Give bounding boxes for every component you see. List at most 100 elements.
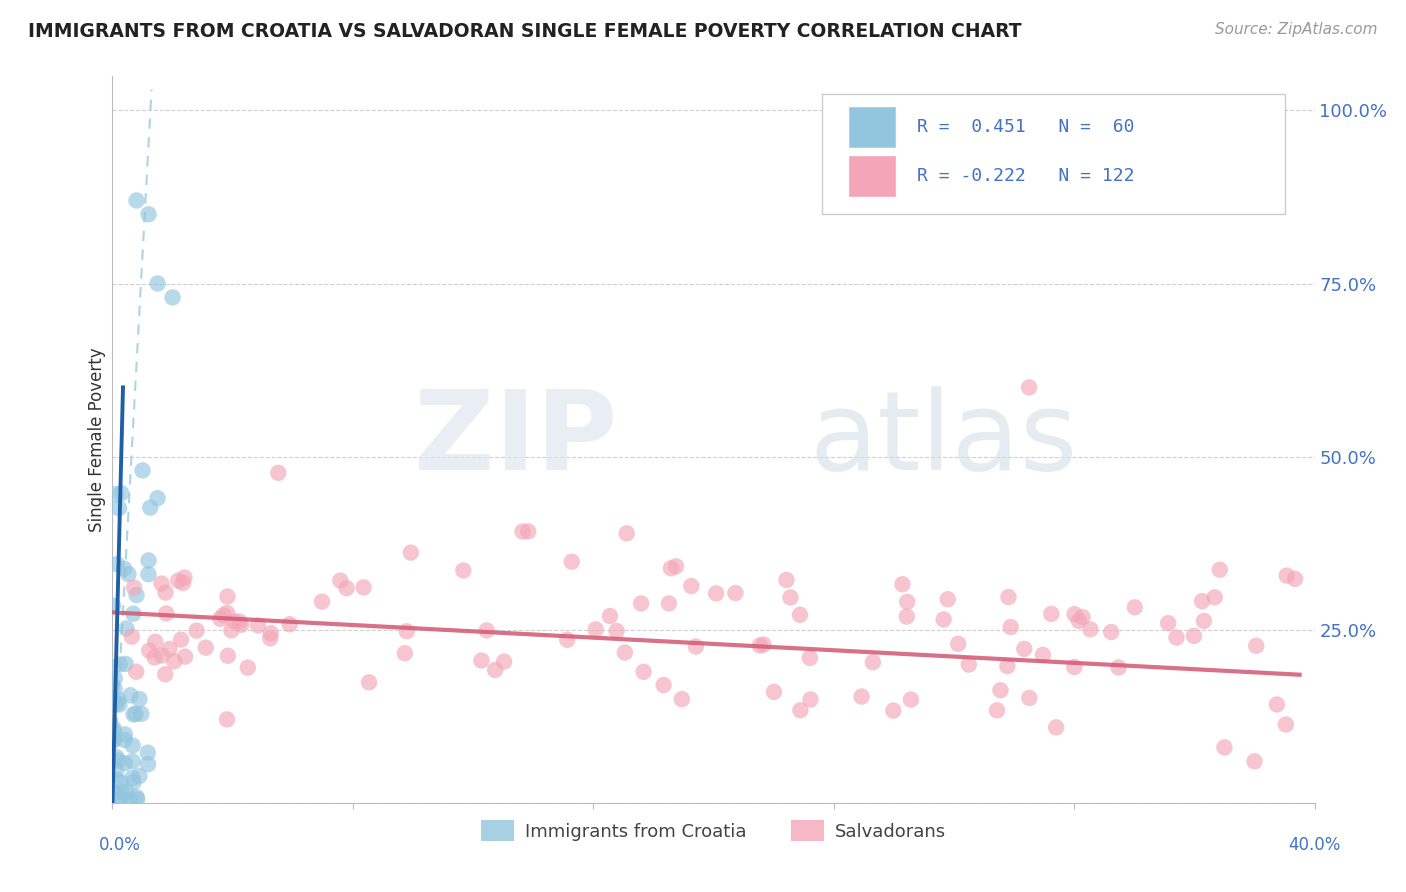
Point bbox=[128, 692, 150, 706]
Point bbox=[671, 692, 693, 706]
Point bbox=[209, 612, 232, 626]
Point bbox=[136, 757, 159, 772]
Point bbox=[353, 580, 375, 594]
Point bbox=[114, 756, 136, 771]
Point bbox=[105, 772, 128, 787]
Point bbox=[105, 763, 128, 777]
Point bbox=[155, 607, 177, 621]
Point bbox=[231, 617, 253, 632]
Point bbox=[125, 194, 148, 208]
Point bbox=[997, 659, 1019, 673]
Point bbox=[399, 546, 422, 560]
Point bbox=[517, 524, 540, 539]
Point bbox=[896, 595, 918, 609]
Point bbox=[146, 491, 169, 505]
Point bbox=[936, 592, 959, 607]
Point bbox=[1108, 660, 1130, 674]
Point bbox=[108, 657, 131, 672]
Point bbox=[681, 579, 703, 593]
Point bbox=[107, 754, 129, 768]
Point bbox=[1040, 607, 1063, 621]
Text: ZIP: ZIP bbox=[413, 386, 617, 492]
Point bbox=[174, 649, 197, 664]
Point bbox=[114, 727, 136, 741]
Point bbox=[103, 724, 125, 739]
Point bbox=[1182, 629, 1205, 643]
Point bbox=[150, 576, 173, 591]
Point bbox=[221, 624, 243, 638]
Point bbox=[685, 640, 707, 654]
Point bbox=[1244, 639, 1267, 653]
Point bbox=[236, 660, 259, 674]
Point bbox=[1018, 380, 1040, 394]
Point bbox=[103, 681, 125, 696]
Point bbox=[138, 643, 160, 657]
Point bbox=[127, 792, 149, 806]
Point bbox=[138, 553, 160, 567]
Text: Source: ZipAtlas.com: Source: ZipAtlas.com bbox=[1215, 22, 1378, 37]
Point bbox=[170, 632, 193, 647]
Point bbox=[139, 500, 162, 515]
Point bbox=[752, 638, 775, 652]
Point bbox=[114, 657, 136, 671]
Point bbox=[652, 678, 675, 692]
Point bbox=[112, 562, 135, 576]
Point bbox=[114, 732, 136, 747]
Point bbox=[1123, 600, 1146, 615]
Point bbox=[118, 792, 141, 806]
Point bbox=[891, 577, 914, 591]
Point bbox=[115, 784, 138, 798]
Point bbox=[103, 786, 125, 800]
Legend: Immigrants from Croatia, Salvadorans: Immigrants from Croatia, Salvadorans bbox=[474, 813, 953, 848]
Point bbox=[335, 581, 357, 595]
Point bbox=[789, 607, 811, 622]
Point bbox=[394, 646, 416, 660]
Point bbox=[212, 608, 235, 623]
Point bbox=[1265, 698, 1288, 712]
Point bbox=[946, 637, 969, 651]
Point bbox=[108, 698, 131, 712]
Point bbox=[997, 590, 1019, 604]
Point bbox=[125, 790, 148, 805]
Point bbox=[103, 785, 125, 799]
Point bbox=[799, 692, 821, 706]
Point bbox=[453, 564, 475, 578]
Point bbox=[613, 645, 636, 659]
Point bbox=[125, 665, 148, 679]
Point bbox=[163, 654, 186, 668]
Point bbox=[1000, 620, 1022, 634]
Point bbox=[101, 691, 124, 706]
Point bbox=[748, 639, 770, 653]
Point bbox=[155, 667, 177, 681]
Point bbox=[110, 775, 132, 789]
Point bbox=[851, 690, 873, 704]
Point bbox=[789, 703, 811, 717]
Point bbox=[103, 733, 125, 747]
Point bbox=[131, 463, 153, 477]
Point bbox=[143, 650, 166, 665]
Point bbox=[1284, 572, 1306, 586]
Point bbox=[896, 609, 918, 624]
Point bbox=[105, 697, 128, 711]
Point bbox=[110, 785, 132, 799]
Point bbox=[630, 597, 652, 611]
Point bbox=[1063, 660, 1085, 674]
Point bbox=[1204, 591, 1226, 605]
Point bbox=[882, 704, 904, 718]
Point bbox=[125, 588, 148, 602]
Point bbox=[659, 561, 682, 575]
Point bbox=[724, 586, 747, 600]
Point bbox=[986, 703, 1008, 717]
Point bbox=[1045, 720, 1067, 734]
Point bbox=[155, 585, 177, 599]
Point bbox=[665, 559, 688, 574]
Point bbox=[103, 732, 125, 747]
Point bbox=[110, 486, 132, 500]
Point bbox=[775, 573, 797, 587]
Point bbox=[799, 651, 821, 665]
Point bbox=[121, 739, 143, 753]
Point bbox=[990, 683, 1012, 698]
Point bbox=[862, 655, 884, 669]
Point bbox=[224, 615, 246, 629]
Point bbox=[311, 594, 333, 608]
